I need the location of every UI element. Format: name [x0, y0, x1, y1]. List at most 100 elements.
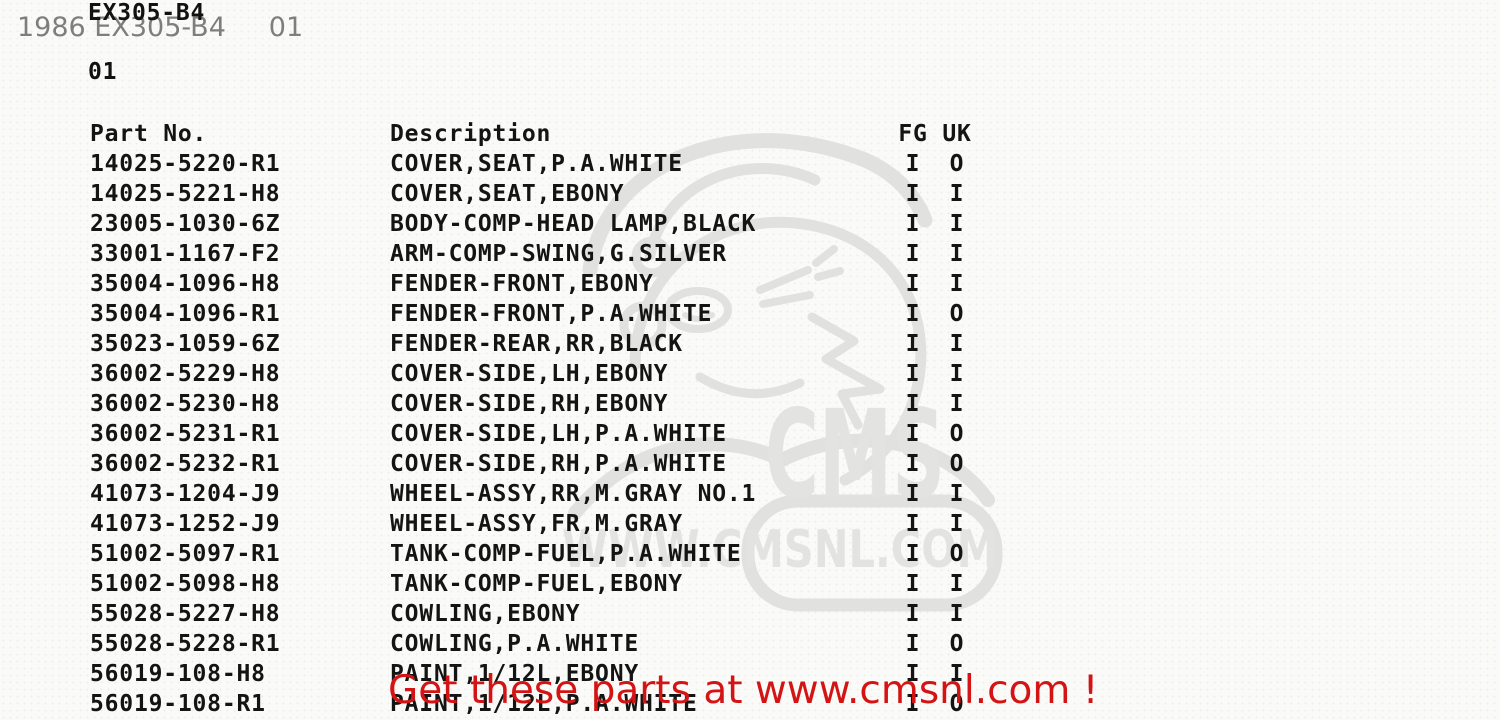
cell-uk: I — [949, 181, 965, 207]
table-header-row: Part No. Description FG UK — [90, 119, 973, 149]
cell-fg: I — [905, 481, 921, 507]
parts-table-body: 14025-5220-R1 COVER,SEAT,P.A.WHITE I O 14025… — [90, 149, 973, 719]
table-row: 23005-1030-6Z BODY-COMP-HEAD LAMP,BLACK I I — [90, 209, 973, 239]
cell-fg: I — [905, 391, 921, 417]
cell-fg: I — [905, 661, 921, 687]
cell-description: COVER,SEAT,EBONY — [390, 181, 625, 207]
cell-description: TANK-COMP-FUEL,P.A.WHITE — [390, 541, 742, 567]
mascot-face-outline — [629, 216, 927, 486]
cell-description: BODY-COMP-HEAD LAMP,BLACK — [390, 211, 757, 237]
watermark-brand-text: CMS — [765, 384, 945, 526]
mascot-helmet-plume — [582, 133, 933, 278]
table-row: 41073-1204-J9 WHEEL-ASSY,RR,M.GRAY NO.1 I I — [90, 479, 973, 509]
watermark-url-text: WWW.CMSNL.COM — [562, 520, 998, 580]
cell-description: FENDER-FRONT,P.A.WHITE — [390, 301, 713, 327]
cell-uk: I — [949, 601, 965, 627]
table-row: 14025-5221-H8 COVER,SEAT,EBONY I I — [90, 179, 973, 209]
cell-fg: I — [905, 361, 921, 387]
cell-part-no: 36002-5232-R1 — [90, 451, 281, 477]
cell-uk: I — [949, 211, 965, 237]
table-row: 35023-1059-6Z FENDER-REAR,RR,BLACK I I — [90, 329, 973, 359]
cell-part-no: 41073-1252-J9 — [90, 511, 281, 537]
mascot-collar-bolt — [807, 312, 885, 430]
cell-uk: O — [949, 691, 965, 717]
table-row: 51002-5097-R1 TANK-COMP-FUEL,P.A.WHITE I O — [90, 539, 973, 569]
table-row: 33001-1167-F2 ARM-COMP-SWING,G.SILVER I I — [90, 239, 973, 269]
cell-uk: I — [949, 361, 965, 387]
cell-part-no: 14025-5220-R1 — [90, 151, 281, 177]
cell-uk: I — [949, 481, 965, 507]
cell-description: COWLING,EBONY — [390, 601, 581, 627]
cell-description: ARM-COMP-SWING,G.SILVER — [390, 241, 727, 267]
cell-part-no: 55028-5228-R1 — [90, 631, 281, 657]
cell-description: COVER-SIDE,LH,P.A.WHITE — [390, 421, 727, 447]
cell-description: WHEEL-ASSY,RR,M.GRAY NO.1 — [390, 481, 757, 507]
cell-fg: I — [905, 541, 921, 567]
cell-uk: I — [949, 571, 965, 597]
column-header-description: Description — [390, 121, 552, 147]
cell-description: FENDER-FRONT,EBONY — [390, 271, 654, 297]
fiche-code: EX305-B4 — [88, 0, 206, 26]
cms-watermark: CMS WWW.CMSNL.COM — [562, 133, 1003, 612]
table-row: 51002-5098-H8 TANK-COMP-FUEL,EBONY I I — [90, 569, 973, 599]
cell-fg: I — [905, 181, 921, 207]
promo-banner: Get these parts at www.cmsnl.com ! — [388, 668, 1099, 713]
column-header-part-no: Part No. — [90, 121, 208, 147]
cell-uk: O — [949, 541, 965, 567]
table-row: 35004-1096-R1 FENDER-FRONT,P.A.WHITE I O — [90, 299, 973, 329]
cell-fg: I — [905, 271, 921, 297]
cell-uk: I — [949, 511, 965, 537]
cell-description: COVER-SIDE,LH,EBONY — [390, 361, 669, 387]
cell-uk: I — [949, 331, 965, 357]
cell-fg: I — [905, 601, 921, 627]
cell-part-no: 14025-5221-H8 — [90, 181, 281, 207]
cell-description: FENDER-REAR,RR,BLACK — [390, 331, 683, 357]
page-number: 01 — [88, 59, 118, 85]
cell-part-no: 35004-1096-H8 — [90, 271, 281, 297]
cell-description: COVER,SEAT,P.A.WHITE — [390, 151, 683, 177]
cell-uk: O — [949, 301, 965, 327]
mascot-wink-eye — [756, 245, 844, 308]
cell-fg: I — [905, 421, 921, 447]
cell-part-no: 23005-1030-6Z — [90, 211, 281, 237]
cell-uk: I — [949, 661, 965, 687]
cell-fg: I — [905, 631, 921, 657]
cell-description: TANK-COMP-FUEL,EBONY — [390, 571, 683, 597]
cell-part-no: 36002-5229-H8 — [90, 361, 281, 387]
cell-part-no: 35004-1096-R1 — [90, 301, 281, 327]
cell-part-no: 36002-5230-H8 — [90, 391, 281, 417]
cell-part-no: 51002-5098-H8 — [90, 571, 281, 597]
table-row: 36002-5229-H8 COVER-SIDE,LH,EBONY I I — [90, 359, 973, 389]
cell-fg: I — [905, 571, 921, 597]
table-row: 36002-5232-R1 COVER-SIDE,RH,P.A.WHITE I O — [90, 449, 973, 479]
watermark-bubble — [741, 494, 1003, 612]
column-header-uk: UK — [942, 121, 972, 147]
cell-uk: O — [949, 451, 965, 477]
cell-part-no: 33001-1167-F2 — [90, 241, 281, 267]
cell-description: COVER-SIDE,RH,P.A.WHITE — [390, 451, 727, 477]
table-row: 41073-1252-J9 WHEEL-ASSY,FR,M.GRAY I I — [90, 509, 973, 539]
cell-part-no: 36002-5231-R1 — [90, 421, 281, 447]
cell-part-no: 41073-1204-J9 — [90, 481, 281, 507]
cell-description: COVER-SIDE,RH,EBONY — [390, 391, 669, 417]
column-header-fg: FG — [898, 121, 928, 147]
mascot-plume-inner — [644, 163, 821, 261]
table-row: 56019-108-H8 PAINT,1/12L,EBONY I I — [90, 659, 973, 689]
mascot-shoulder — [568, 433, 995, 520]
cell-fg: I — [905, 241, 921, 267]
mascot-pupil — [682, 312, 715, 322]
mascot-smile — [695, 372, 805, 399]
mascot-plume-spiral — [631, 236, 673, 278]
cell-description: COWLING,P.A.WHITE — [390, 631, 640, 657]
cell-uk: I — [949, 271, 965, 297]
cell-uk: O — [949, 631, 965, 657]
table-row: 55028-5228-R1 COWLING,P.A.WHITE I O — [90, 629, 973, 659]
cell-uk: I — [949, 241, 965, 267]
cell-description: WHEEL-ASSY,FR,M.GRAY — [390, 511, 683, 537]
cell-uk: O — [949, 421, 965, 447]
table-row: 56019-108-R1 PAINT,1/12L,P.A.WHITE I O — [90, 689, 973, 719]
cell-fg: I — [905, 151, 921, 177]
table-row: 36002-5230-H8 COVER-SIDE,RH,EBONY I I — [90, 389, 973, 419]
table-row: 14025-5220-R1 COVER,SEAT,P.A.WHITE I O — [90, 149, 973, 179]
